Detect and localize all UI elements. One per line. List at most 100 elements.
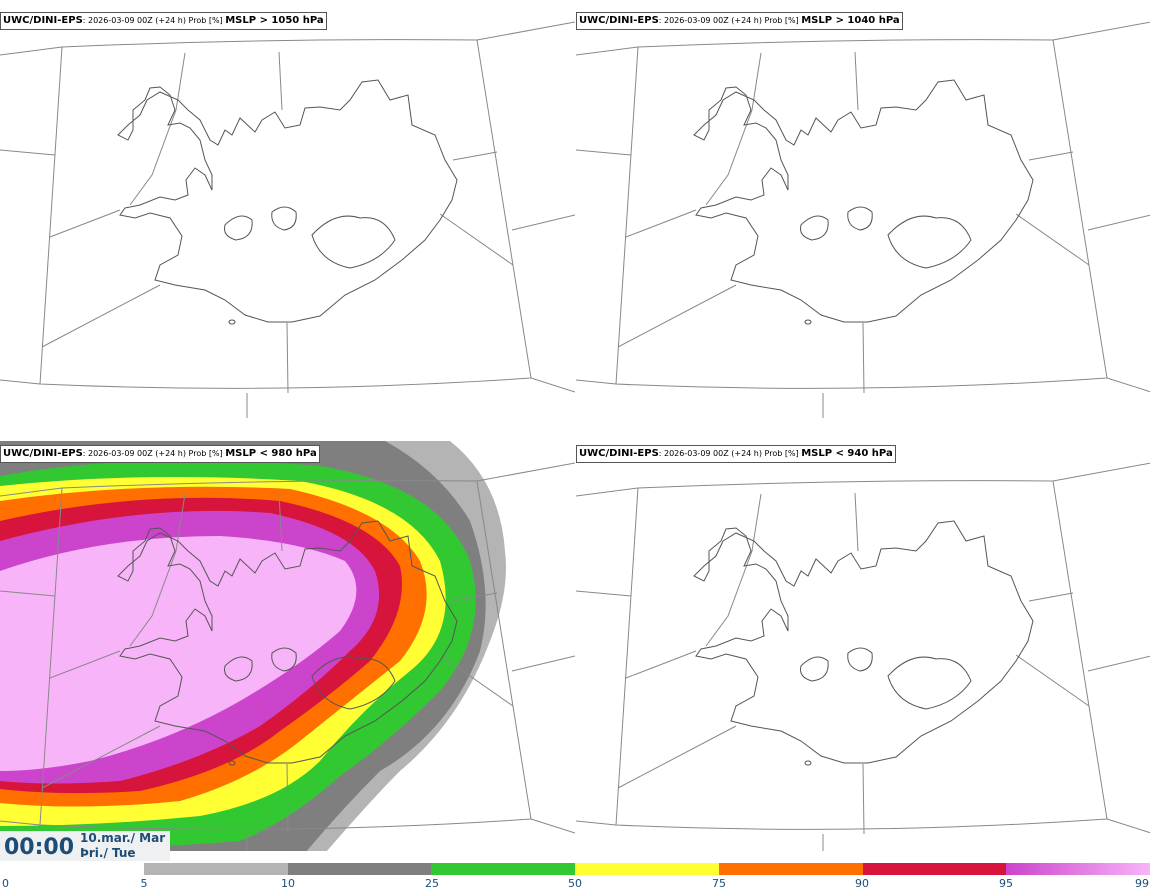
- colorbar-segment: [575, 863, 720, 875]
- graticule-line: [625, 209, 697, 238]
- graticule-line: [0, 590, 56, 597]
- model-name: UWC/DINI-EPS: [3, 15, 83, 26]
- graticule-line: [617, 284, 737, 348]
- graticule-line: [705, 52, 762, 206]
- coastline: [117, 79, 458, 323]
- graticule-line: [49, 650, 121, 679]
- map-layer: [576, 21, 1150, 418]
- graticule-line: [1052, 21, 1150, 41]
- glacier-outline: [224, 215, 253, 241]
- colorbar-tick-label: 50: [568, 877, 582, 890]
- valid-time-box: [0, 831, 170, 861]
- graticule-line: [576, 46, 639, 56]
- graticule-line: [576, 820, 617, 826]
- graticule-line: [129, 493, 186, 647]
- graticule-line: [0, 487, 63, 497]
- graticule-line: [0, 820, 41, 826]
- graticule-line: [1028, 592, 1074, 602]
- graticule-line: [49, 209, 121, 238]
- valid-time-date: 10.mar./ Mar Þri./ Tue: [80, 831, 165, 861]
- map-svg: [0, 441, 575, 851]
- glacier-outline: [224, 656, 253, 682]
- colorbar-tick-label: 75: [712, 877, 726, 890]
- glacier-outline: [800, 656, 829, 682]
- field-name: MSLP > 1040 hPa: [801, 15, 900, 26]
- map-svg: [576, 21, 1150, 418]
- colorbar-tick-label: 90: [855, 877, 869, 890]
- map-svg: [576, 462, 1150, 851]
- run-meta: : 2026-03-09 00Z (+24 h) Prob [%]: [82, 449, 226, 458]
- graticule-line: [1106, 377, 1150, 393]
- graticule-line: [705, 493, 762, 647]
- graticule-line: [41, 725, 161, 789]
- valid-date-line: 10.mar./ Mar: [80, 831, 166, 845]
- graticule-line: [286, 322, 289, 394]
- colorbar-tick-label: 25: [425, 877, 439, 890]
- graticule-line: [129, 52, 186, 206]
- graticule-line: [476, 462, 575, 482]
- island: [804, 760, 812, 766]
- map-frame: [615, 39, 1108, 389]
- panel-title: UWC/DINI-EPS: 2026-03-09 00Z (+24 h) Pro…: [0, 445, 320, 463]
- graticule-line: [452, 592, 498, 602]
- map-svg: [0, 21, 575, 418]
- field-name: MSLP < 940 hPa: [801, 448, 893, 459]
- graticule-line: [278, 51, 283, 111]
- graticule-line: [530, 377, 575, 393]
- graticule-line: [854, 51, 859, 111]
- graticule-line: [0, 46, 63, 56]
- coastline: [693, 79, 1034, 323]
- graticule-line: [576, 379, 617, 385]
- model-name: UWC/DINI-EPS: [579, 448, 659, 459]
- graticule-line: [0, 379, 41, 385]
- glacier-outline: [311, 656, 396, 710]
- graticule-line: [1087, 214, 1150, 231]
- graticule-line: [511, 655, 575, 672]
- graticule-line: [576, 590, 632, 597]
- island: [228, 319, 236, 325]
- model-name: UWC/DINI-EPS: [579, 15, 659, 26]
- colorbar-tick-label: 99: [1135, 877, 1149, 890]
- graticule-line: [439, 213, 514, 266]
- graticule-line: [452, 151, 498, 161]
- panel-title: UWC/DINI-EPS: 2026-03-09 00Z (+24 h) Pro…: [576, 445, 896, 463]
- colorbar-tick-label: 0: [2, 877, 9, 890]
- valid-time-hour: 00:00: [4, 835, 75, 860]
- colorbar-segment: [862, 863, 1007, 875]
- field-name: MSLP < 980 hPa: [225, 448, 317, 459]
- glacier-outline: [800, 215, 829, 241]
- graticule-line: [1015, 654, 1090, 707]
- graticule-line: [286, 763, 289, 835]
- graticule-line: [625, 650, 697, 679]
- map-layer: [576, 462, 1150, 851]
- colorbar-tick-label: 10: [281, 877, 295, 890]
- graticule-line: [0, 149, 56, 156]
- map-layer: [0, 441, 575, 851]
- valid-weekday-line: Þri./ Tue: [80, 846, 136, 860]
- glacier-outline: [887, 656, 972, 710]
- graticule-line: [854, 492, 859, 552]
- probability-band: [0, 536, 357, 771]
- graticule-line: [576, 149, 632, 156]
- colorbar-segment: [718, 863, 864, 875]
- model-name: UWC/DINI-EPS: [3, 448, 83, 459]
- colorbar-tick-label: 5: [140, 877, 148, 890]
- map-panel-bottom-left: UWC/DINI-EPS: 2026-03-09 00Z (+24 h) Pro…: [0, 433, 575, 851]
- graticule-line: [862, 322, 865, 394]
- glacier-outline: [271, 206, 297, 231]
- coastline: [693, 520, 1034, 764]
- graticule-line: [1087, 655, 1150, 672]
- colorbar-segment: [1006, 863, 1150, 875]
- colorbar-segment: [144, 863, 289, 875]
- colorbar-segment: [287, 863, 432, 875]
- glacier-outline: [847, 206, 873, 231]
- map-panel-bottom-right: UWC/DINI-EPS: 2026-03-09 00Z (+24 h) Pro…: [576, 433, 1150, 851]
- graticule-line: [1015, 213, 1090, 266]
- graticule-line: [576, 487, 639, 497]
- graticule-line: [862, 763, 865, 835]
- run-meta: : 2026-03-09 00Z (+24 h) Prob [%]: [658, 449, 802, 458]
- panel-title: UWC/DINI-EPS: 2026-03-09 00Z (+24 h) Pro…: [0, 12, 327, 30]
- graticule-line: [1106, 818, 1150, 834]
- graticule-line: [439, 654, 514, 707]
- graticule-line: [1052, 462, 1150, 482]
